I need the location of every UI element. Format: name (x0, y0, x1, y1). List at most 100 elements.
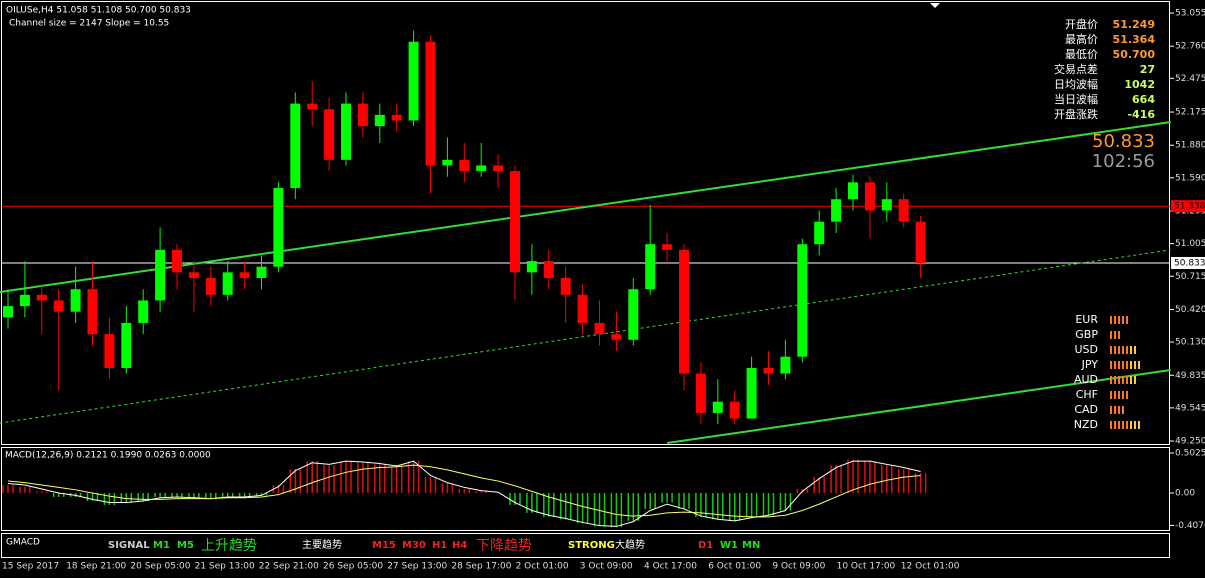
candle-body (864, 182, 875, 211)
macd-title: MACD(12,26,9) 0.2121 0.1990 0.0263 0.000… (5, 451, 211, 461)
candle-body (915, 221, 926, 263)
candle-body (205, 277, 216, 295)
candle-body (222, 272, 233, 295)
strength-cell (1114, 361, 1116, 369)
strength-bar (1110, 346, 1136, 354)
info-value: 1042 (1124, 78, 1155, 91)
strength-cell (1118, 391, 1120, 399)
currency: USD (1074, 343, 1098, 356)
candle-body (374, 114, 385, 127)
candle-body (121, 322, 132, 368)
candle-body (155, 249, 166, 301)
strength-cell (1126, 376, 1128, 384)
candle-body (19, 294, 30, 307)
strength-cell (1110, 316, 1112, 324)
currency: CHF (1076, 388, 1098, 401)
tf: M5 (177, 540, 194, 551)
price-tag (1171, 200, 1205, 213)
strength-bar (1110, 406, 1124, 414)
candle-body (881, 199, 892, 211)
y-tick-label: 50.420 (1175, 305, 1205, 315)
shift-marker (930, 3, 940, 8)
y-tick-label: 52.175 (1175, 108, 1205, 118)
x-tick-label: 3 Oct 09:00 (580, 562, 633, 572)
strength-cell (1122, 376, 1124, 384)
candle-body (391, 114, 402, 121)
x-tick-label: 10 Oct 17:00 (837, 562, 896, 572)
trend: 上升趋势 (201, 538, 257, 554)
candle-body (442, 159, 453, 166)
strength-bar (1110, 391, 1128, 399)
candle-body (814, 221, 825, 245)
strength-cell (1110, 331, 1112, 339)
symbol: OILUSe,H4 51.058 51.108 50.700 50.833 (6, 6, 191, 16)
info-value: 51.364 (1113, 33, 1156, 46)
y-tick-label: 52.475 (1175, 74, 1205, 84)
strength-cell (1134, 361, 1136, 369)
tf: M30 (402, 540, 426, 551)
strength-cell (1130, 346, 1132, 354)
strength-cell (1126, 421, 1128, 429)
info-label: 日均波幅 (1054, 78, 1098, 91)
candle-body (898, 199, 909, 222)
strength-cell (1114, 406, 1116, 414)
candle-body (476, 165, 487, 172)
x-tick-label: 27 Sep 13:00 (387, 562, 447, 572)
candle-body (577, 294, 588, 323)
strength-cell (1110, 361, 1112, 369)
candle-body (628, 289, 639, 340)
candle-body (324, 109, 335, 160)
macd-line (7, 464, 921, 518)
candle-body (662, 244, 673, 250)
info-value: 664 (1132, 93, 1155, 106)
strength-cell (1110, 346, 1112, 354)
strength-bar (1110, 376, 1136, 384)
strength-cell (1110, 406, 1112, 414)
strength-cell (1118, 346, 1120, 354)
currency: GBP (1075, 328, 1098, 341)
candle-body (290, 103, 301, 188)
signal: SIGNAL (108, 540, 150, 551)
strength-cell (1134, 421, 1136, 429)
y-tick-label: 51.880 (1175, 141, 1205, 151)
strength-cell (1114, 391, 1116, 399)
info-value: -416 (1127, 108, 1155, 121)
tf: M1 (153, 540, 170, 551)
x-tick-label: 15 Sep 2017 (2, 562, 59, 572)
x-tick-label: 18 Sep 21:00 (66, 562, 126, 572)
x-tick-label: 6 Oct 01:00 (708, 562, 761, 572)
currency: NZD (1074, 418, 1098, 431)
y-tick-label: 52.760 (1175, 42, 1205, 52)
main-frame (1, 1, 1170, 445)
candle-body (797, 244, 808, 357)
strength-cell (1138, 361, 1140, 369)
y-tick-label: 49.545 (1175, 403, 1205, 413)
price-tag-label: 51.338 (1174, 202, 1205, 212)
strength-cell (1114, 376, 1116, 384)
candle-body (780, 356, 791, 374)
strength-cell (1126, 391, 1128, 399)
info-label: 最高价 (1065, 32, 1098, 46)
y-tick-label: -0.4076 (1175, 521, 1205, 531)
y-tick-label: 0.5025 (1175, 449, 1205, 459)
y-tick-label: 53.055 (1175, 9, 1205, 19)
gmacd: GMACD (6, 538, 40, 548)
currency: AUD (1074, 373, 1098, 386)
strength-cell (1118, 406, 1120, 414)
x-tick-label: 2 Oct 01:00 (516, 562, 569, 572)
candle-body (256, 266, 267, 278)
strength-cell (1122, 361, 1124, 369)
strength-cell (1114, 331, 1116, 339)
strength-cell (1118, 331, 1120, 339)
candle-body (408, 41, 419, 121)
candle-body (53, 300, 64, 312)
strength-cell (1126, 316, 1128, 324)
candle-body (3, 306, 13, 318)
tf: H1 (432, 540, 447, 551)
strength-cell (1118, 361, 1120, 369)
strength-cell (1118, 316, 1120, 324)
candle-body (543, 261, 554, 278)
candle-body (36, 294, 47, 301)
strength-cell (1122, 406, 1124, 414)
